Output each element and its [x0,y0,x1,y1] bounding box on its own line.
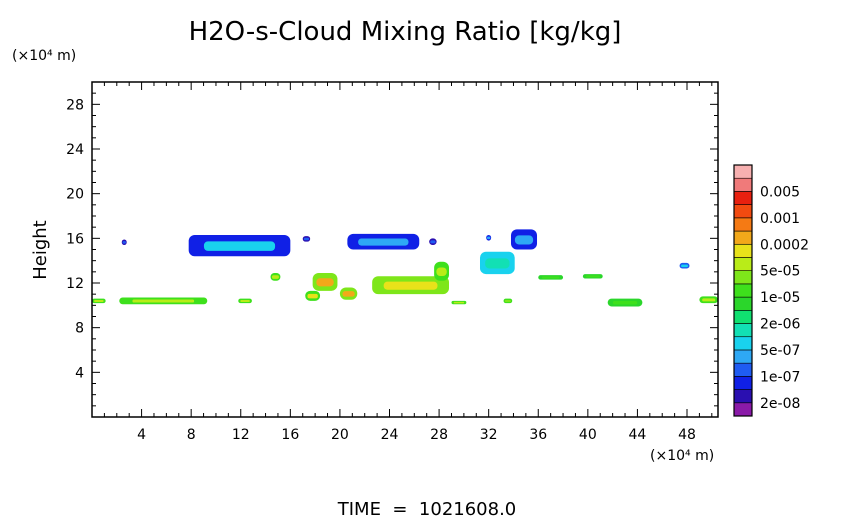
y-tick-label: 24 [66,142,84,158]
cloud-region-core [122,241,126,244]
y-tick-label: 12 [66,276,84,292]
y-tick-label: 20 [66,187,84,203]
legend-swatch [733,362,753,377]
legend-swatch [733,191,753,205]
legend-swatch [733,230,753,245]
legend-label: 2e-06 [760,317,800,333]
legend-swatch [733,164,753,179]
x-tick-label: 48 [678,427,696,443]
legend-swatch [733,310,753,324]
x-tick-label: 40 [579,427,597,443]
cloud-region-core [383,281,438,290]
y-tick-label: 28 [66,97,84,113]
legend-swatch [733,336,753,351]
legend-label: 1e-07 [760,369,800,385]
legend-swatch [733,177,753,192]
cloud-region-core [453,301,465,304]
cloud-region-core [303,237,310,241]
legend-swatch [733,402,753,417]
cloud-region-core [681,264,689,268]
x-tick-label: 36 [529,427,547,443]
cloud-region-core [271,275,279,279]
legend-swatch [733,204,753,219]
cloud-region-core [612,300,638,305]
legend-frame [733,164,753,417]
cloud-region-core [430,240,436,244]
legend-swatch [733,270,753,285]
cloud-region-core [585,275,600,278]
x-tick-label: 16 [281,427,299,443]
cloud-region-core [240,299,250,302]
legend-swatch [733,296,753,311]
chart-title: H2O-s-Cloud Mixing Ratio [kg/kg] [189,17,622,47]
cloud-region-core [485,258,510,269]
legend-swatch [733,243,753,258]
y-unit-label: (×10⁴ m) [12,48,76,64]
legend-swatch [733,283,753,298]
x-tick-label: 20 [331,427,349,443]
cloud-region-core [203,241,276,251]
x-tick-label: 12 [232,427,250,443]
legend-label: 0.0002 [760,237,809,253]
cloud-region-core [702,298,716,302]
legend-label: 5e-05 [760,264,800,280]
legend-label: 2e-08 [760,396,800,412]
x-tick-label: 28 [430,427,448,443]
legend-swatch [733,349,753,364]
legend-swatch [733,376,753,390]
legend-label: 5e-07 [760,343,800,359]
legend-swatch [733,389,753,404]
legend-label: 0.001 [760,211,800,227]
legend-label: 1e-05 [760,290,800,306]
y-tick-label: 16 [66,231,84,247]
cloud-region-core [316,278,334,287]
cloud-region-core [342,291,355,297]
legend-label: 0.005 [760,184,800,200]
cloud-region-core [504,299,511,302]
cloud-region-core [132,299,195,303]
x-unit-label: (×10⁴ m) [650,448,714,464]
legend-swatch [733,257,753,271]
x-tick-label: 4 [137,427,146,443]
y-tick-label: 4 [75,365,84,381]
y-tick-label: 8 [75,321,84,337]
cloud-region-core [307,293,318,299]
y-axis-label: Height [30,220,51,280]
footer-time: TIME = 1021608.0 [337,499,517,519]
cloud-region-core [514,235,534,245]
cloud-region-core [486,236,491,240]
legend-swatch [733,323,753,338]
color-legend: 2e-08 1e-07 5e-07 2e-06 1e-05 5e-05 0.0002 0.00… [733,164,809,417]
cloud-region-core [541,276,560,279]
x-tick-label: 32 [480,427,498,443]
cloud-region-core [94,299,104,302]
cloud-region-core [436,267,447,277]
x-tick-label: 8 [187,427,196,443]
x-tick-label: 24 [381,427,399,443]
legend-swatch [733,217,753,232]
cloud-region-core [358,238,409,246]
x-tick-label: 44 [629,427,647,443]
